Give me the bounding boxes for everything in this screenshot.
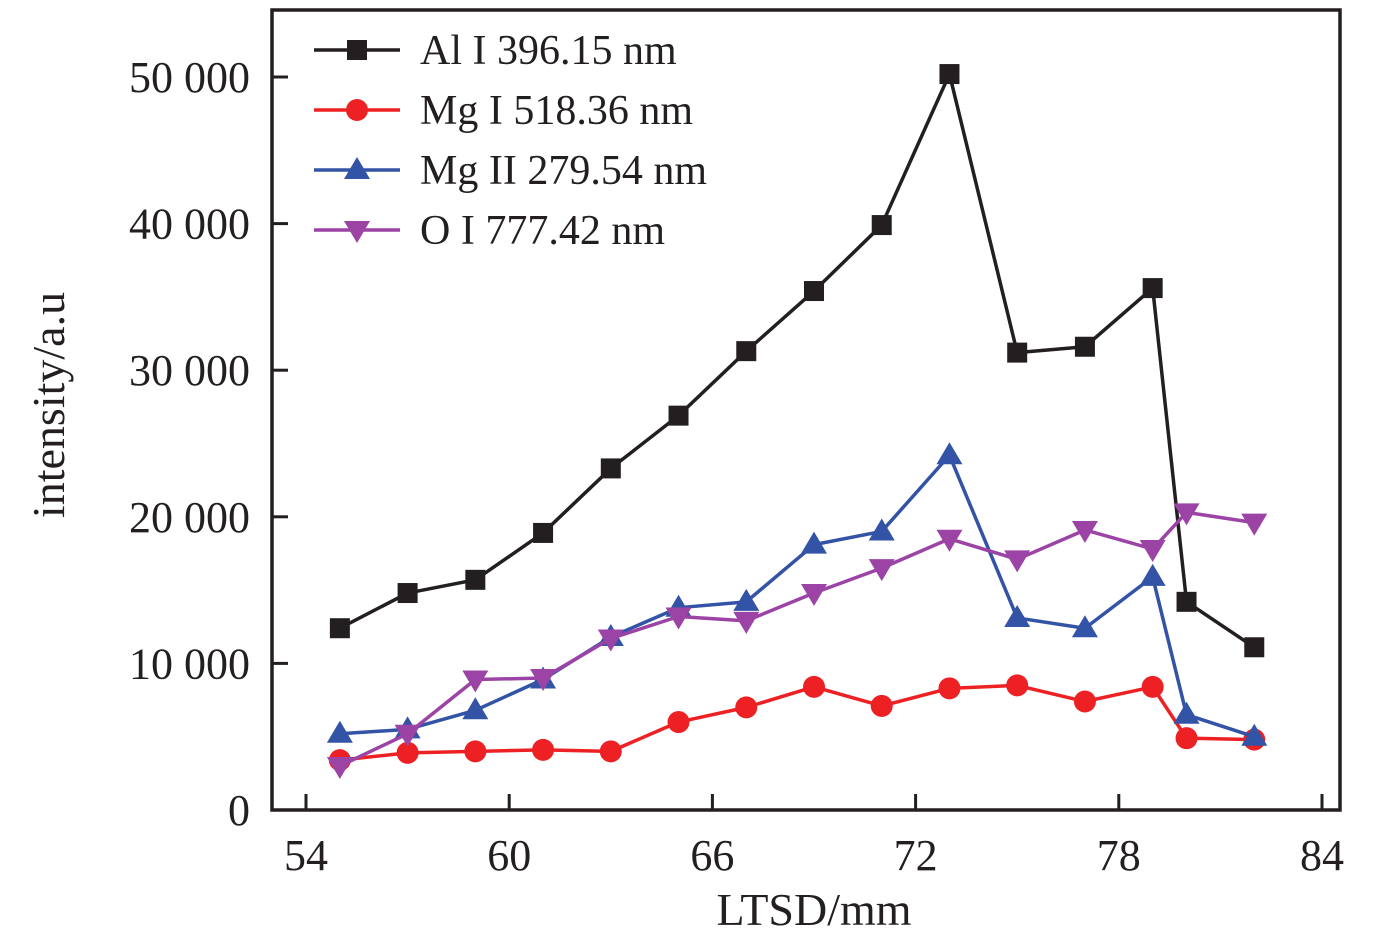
data-point	[462, 670, 489, 693]
data-point	[1176, 591, 1197, 612]
legend-item: Mg I 518.36 nm	[314, 88, 693, 134]
data-point	[871, 215, 892, 236]
data-point	[1139, 540, 1166, 563]
series-o-i-777-42-nm	[326, 503, 1268, 780]
data-point	[465, 569, 486, 590]
x-axis-title: LTSD/mm	[716, 884, 911, 931]
plot-border	[270, 8, 1342, 812]
data-point	[329, 618, 350, 639]
x-tick-label: 60	[487, 831, 531, 880]
data-point	[532, 738, 555, 761]
data-point	[530, 669, 557, 692]
data-point	[394, 724, 421, 747]
series-layer	[326, 64, 1268, 780]
legend-label: Mg I 518.36 nm	[420, 88, 693, 134]
y-tick-label: 40 000	[129, 200, 250, 249]
data-point	[667, 711, 690, 734]
y-tick-label: 20 000	[129, 493, 250, 542]
data-point	[397, 583, 418, 604]
data-point	[326, 757, 353, 780]
data-point	[801, 584, 827, 607]
data-point	[1074, 336, 1095, 357]
data-point	[870, 694, 893, 717]
data-point	[1007, 342, 1028, 363]
x-axis: 54 60 66 72 78 84	[284, 794, 1344, 880]
legend: Al I 396.15 nm Mg I 518.36 nm Mg II 279.54…	[314, 28, 707, 254]
x-tick-label: 54	[284, 831, 328, 880]
data-point	[803, 675, 825, 698]
data-point	[936, 529, 963, 552]
legend-item: O I 777.42 nm	[314, 208, 665, 254]
data-point	[1175, 727, 1198, 750]
data-point	[939, 64, 960, 85]
data-point	[733, 588, 760, 611]
data-point	[868, 518, 895, 541]
legend-marker	[344, 221, 370, 243]
data-point	[668, 405, 689, 426]
data-point	[733, 611, 760, 634]
y-axis: 0 10 000 20 000 30 000 40 000 50 000	[129, 53, 288, 835]
data-point	[868, 559, 895, 582]
x-tick-label: 66	[690, 831, 734, 880]
data-point	[1173, 701, 1200, 724]
data-point	[936, 442, 963, 465]
legend-item: Mg II 279.54 nm	[314, 148, 707, 194]
legend-marker	[347, 40, 367, 60]
data-point	[1141, 675, 1164, 698]
data-point	[1241, 723, 1268, 746]
legend-label: O I 777.42 nm	[420, 208, 665, 254]
y-tick-label: 50 000	[129, 53, 250, 102]
data-point	[735, 696, 758, 719]
legend-marker	[344, 157, 370, 179]
data-point	[1244, 637, 1265, 658]
data-point	[736, 341, 757, 362]
series-mg-ii-279-54-nm	[326, 442, 1268, 746]
data-point	[804, 281, 824, 302]
legend-item: Al I 396.15 nm	[314, 28, 677, 74]
data-point	[464, 740, 487, 763]
y-axis-title: intensity/a.u	[23, 292, 74, 518]
y-tick-label: 0	[228, 786, 250, 835]
data-point	[599, 740, 622, 763]
data-point	[1004, 550, 1031, 573]
data-point	[801, 531, 827, 554]
data-point	[533, 522, 554, 543]
legend-label: Al I 396.15 nm	[420, 28, 677, 74]
legend-label: Mg II 279.54 nm	[420, 148, 707, 194]
legend-marker	[346, 99, 368, 121]
x-tick-label: 84	[1300, 831, 1344, 880]
data-point	[597, 629, 624, 652]
data-point	[396, 741, 419, 764]
data-point	[1071, 615, 1098, 638]
data-point	[938, 677, 961, 700]
data-point	[1139, 563, 1166, 586]
data-point	[1142, 278, 1163, 299]
data-point	[326, 720, 353, 743]
data-point	[1004, 604, 1031, 627]
plot-frame	[270, 8, 1342, 812]
x-tick-label: 72	[894, 831, 938, 880]
y-tick-label: 30 000	[129, 346, 250, 395]
data-point	[462, 697, 489, 720]
series-line	[339, 510, 1255, 768]
data-point	[665, 607, 692, 630]
data-point	[600, 458, 621, 479]
series-mg-i-518-36-nm	[328, 674, 1266, 772]
data-point	[1073, 690, 1096, 713]
y-tick-label: 10 000	[129, 639, 250, 688]
data-point	[1006, 674, 1029, 697]
data-point	[1173, 503, 1200, 526]
data-point	[1241, 513, 1268, 536]
x-tick-label: 78	[1097, 831, 1141, 880]
series-al-i-396-15-nm	[329, 64, 1265, 658]
data-point	[1071, 520, 1098, 543]
